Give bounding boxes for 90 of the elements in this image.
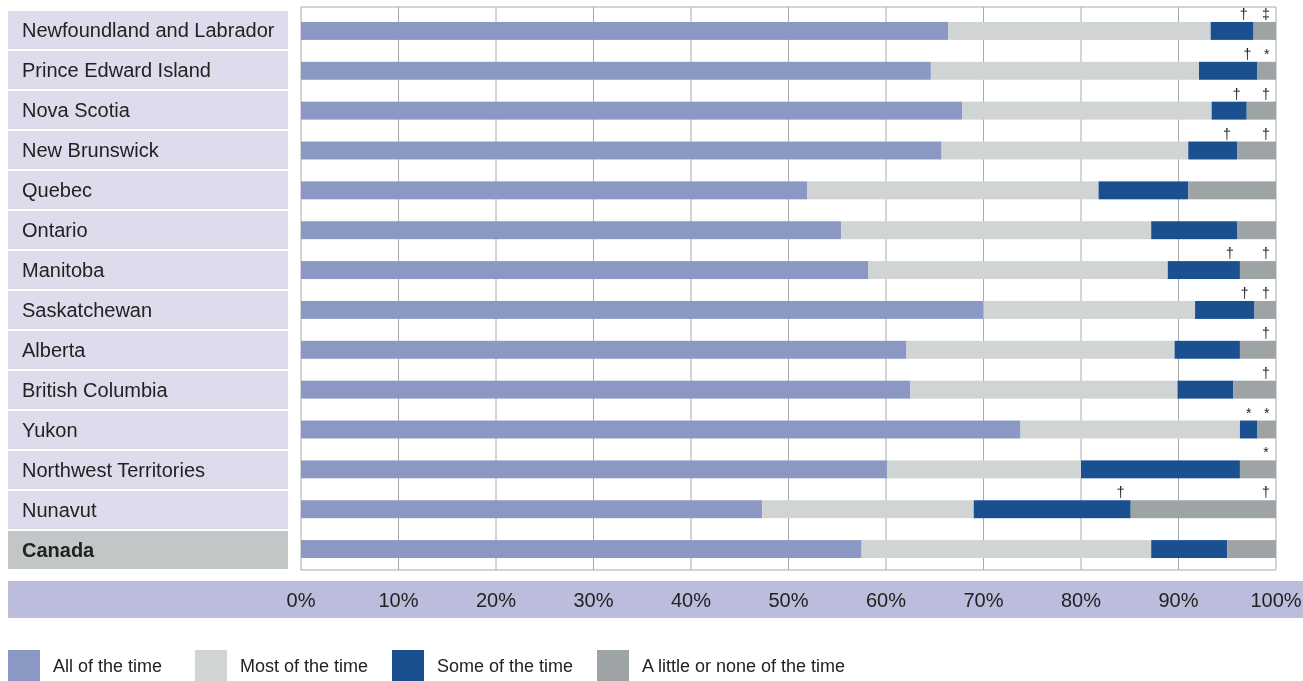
bar [301, 380, 911, 399]
legend-label: A little or none of the time [642, 656, 846, 677]
bar [301, 460, 887, 479]
y-tick-label: Nova Scotia [22, 99, 131, 121]
x-tick-label: 60% [865, 589, 907, 611]
annotation: † [1243, 45, 1252, 62]
annotation: † [1262, 324, 1270, 341]
annotation: ‡ [1262, 5, 1270, 22]
bar [1195, 300, 1255, 319]
bar [1167, 261, 1240, 280]
x-tick-label: 70% [963, 589, 1004, 611]
y-tick-label: Prince Edward Island [22, 59, 211, 81]
x-tick-label: 20% [475, 589, 517, 611]
bar [973, 500, 1131, 519]
bar [301, 500, 763, 519]
annotation: † [1262, 484, 1270, 501]
bar [301, 141, 942, 160]
bar [1210, 21, 1254, 40]
annotation: † [1262, 245, 1270, 262]
annotation: † [1262, 284, 1270, 301]
bar [930, 61, 1199, 80]
bar [1177, 380, 1234, 399]
bar [301, 420, 1021, 439]
y-tick-label: Quebec [22, 179, 93, 201]
annotation: * [1263, 444, 1270, 461]
annotation: † [1223, 125, 1231, 142]
annotation: † [1116, 484, 1125, 501]
bar [1098, 181, 1189, 200]
annotation: † [1226, 245, 1234, 262]
y-tick-label: British Columbia [22, 379, 169, 401]
bar [301, 261, 869, 280]
x-tick-label: 0% [286, 589, 316, 611]
y-tick-label: New Brunswick [22, 139, 160, 161]
legend-label: Most of the time [240, 656, 369, 677]
bar [1188, 141, 1237, 160]
bar [1198, 61, 1258, 80]
x-tick-label: 90% [1158, 589, 1199, 611]
annotation: * [1245, 404, 1252, 421]
y-tick-label: Alberta [22, 339, 87, 361]
bar [962, 101, 1212, 120]
bar [1081, 460, 1240, 479]
x-tick-label: 40% [670, 589, 712, 611]
bar [886, 460, 1081, 479]
bar [301, 340, 907, 359]
bar [301, 181, 808, 200]
bar [841, 221, 1152, 240]
bar [301, 540, 862, 559]
y-tick-label: Northwest Territories [22, 459, 206, 481]
y-tick-label: Nunavut [22, 499, 97, 521]
bar [910, 380, 1178, 399]
bar [941, 141, 1189, 160]
bar [301, 21, 949, 40]
bar [301, 61, 931, 80]
x-tick-label: 50% [768, 589, 809, 611]
y-tick-label: Yukon [22, 419, 78, 441]
annotation: * [1264, 45, 1271, 62]
bar [1020, 420, 1240, 439]
bar [861, 540, 1152, 559]
annotation: * [1264, 404, 1271, 421]
bar [906, 340, 1175, 359]
bar [1151, 221, 1237, 240]
bar [983, 300, 1196, 319]
bar [1151, 540, 1228, 559]
x-tick-label: 30% [573, 589, 614, 611]
bar [301, 221, 842, 240]
x-tick-label: 10% [378, 589, 419, 611]
bar [1211, 101, 1247, 120]
annotation: † [1262, 125, 1270, 142]
x-tick-label: 100% [1250, 589, 1302, 611]
annotation: † [1232, 85, 1241, 102]
y-tick-label: Ontario [22, 219, 88, 241]
annotation: † [1262, 364, 1270, 381]
bar [807, 181, 1099, 200]
bar [1174, 340, 1240, 359]
annotation: † [1239, 5, 1248, 22]
legend-label: Some of the time [437, 656, 574, 677]
legend-label: All of the time [53, 656, 163, 677]
annotation: † [1240, 284, 1249, 301]
bar [762, 500, 974, 519]
bar [868, 261, 1168, 280]
bar [301, 300, 984, 319]
bar [301, 101, 963, 120]
x-tick-label: 80% [1060, 589, 1102, 611]
bar [948, 21, 1211, 40]
annotation: † [1262, 85, 1270, 102]
y-tick-label: Newfoundland and Labrador [22, 19, 275, 41]
y-tick-label: Canada [22, 539, 96, 561]
y-tick-label: Manitoba [22, 259, 106, 281]
y-tick-label: Saskatchewan [22, 299, 153, 321]
bar [1239, 420, 1258, 439]
